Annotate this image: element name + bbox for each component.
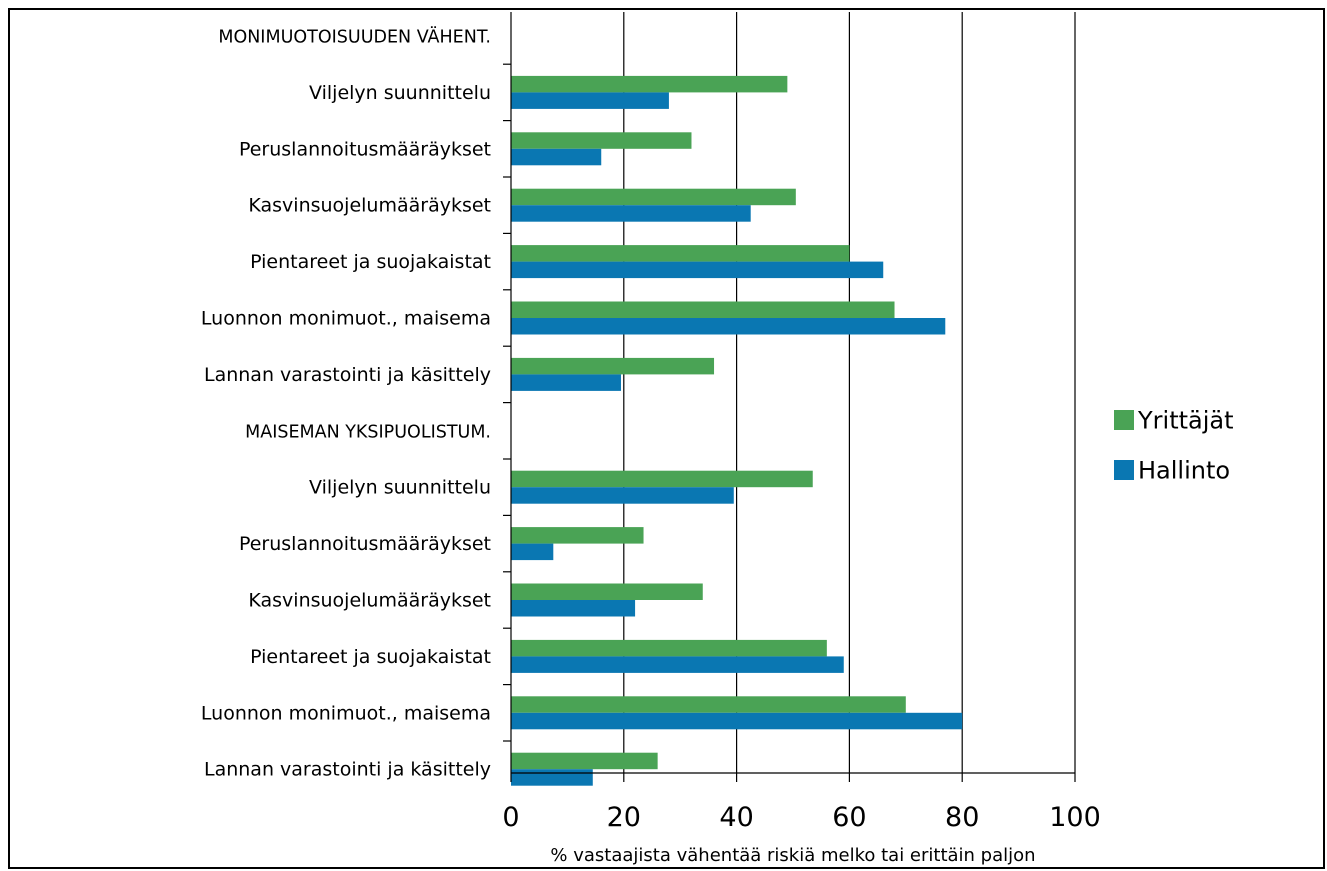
bar-yrittajat <box>511 301 895 318</box>
bar-yrittajat <box>511 132 692 149</box>
x-tick-label: 20 <box>607 802 641 833</box>
category-label: Peruslannoitusmääräykset <box>239 533 491 555</box>
legend-label: Yrittäjät <box>1137 407 1234 435</box>
bar-yrittajat <box>511 75 788 93</box>
category-label: Kasvinsuojelumääräykset <box>248 195 491 217</box>
category-label: Viljelyn suunnittelu <box>309 82 491 104</box>
x-tick-labels: 0 20 40 60 80 100 <box>502 802 1100 833</box>
category-label: Viljelyn suunnittelu <box>309 477 491 499</box>
category-label: Luonnon monimuot., maisema <box>201 308 491 330</box>
chart-frame: MONIMUOTOISUUDEN VÄHENT. Viljelyn suunnit… <box>8 8 1325 869</box>
x-tick-label: 80 <box>945 802 979 833</box>
bar-hallinto <box>511 487 734 504</box>
x-tick-label: 60 <box>832 802 866 833</box>
bar-chart: MONIMUOTOISUUDEN VÄHENT. Viljelyn suunnit… <box>201 12 1234 866</box>
bar-hallinto <box>511 148 602 166</box>
legend: Yrittäjät Hallinto <box>1114 407 1234 485</box>
x-axis-title: % vastaajista vähentää riskiä melko tai … <box>550 845 1035 866</box>
bar-hallinto <box>511 205 751 222</box>
x-tick-label: 40 <box>719 802 753 833</box>
category-label: Peruslannoitusmääräykset <box>239 138 491 160</box>
legend-swatch <box>1114 460 1134 480</box>
category-label: Lannan varastointi ja käsittely <box>204 364 491 386</box>
category-labels: MONIMUOTOISUUDEN VÄHENT. Viljelyn suunnit… <box>201 27 491 781</box>
bar-hallinto <box>511 374 621 391</box>
category-label: Luonnon monimuot., maisema <box>201 702 491 724</box>
category-label: Pientareet ja suojakaistat <box>250 646 491 668</box>
bar-hallinto <box>511 543 554 561</box>
bar-hallinto <box>511 656 844 673</box>
bar-hallinto <box>511 600 636 617</box>
bar-hallinto <box>511 769 593 786</box>
bar-yrittajat <box>511 583 703 600</box>
bar-yrittajat <box>511 696 906 713</box>
bar-yrittajat <box>511 527 644 544</box>
legend-label: Hallinto <box>1138 457 1230 485</box>
bar-hallinto <box>511 261 884 279</box>
bar-yrittajat <box>511 752 658 770</box>
bar-hallinto <box>511 712 963 730</box>
axes <box>503 12 1076 782</box>
legend-swatch <box>1114 410 1134 430</box>
group-header-label: MONIMUOTOISUUDEN VÄHENT. <box>218 27 491 48</box>
bar-hallinto <box>511 92 669 109</box>
bars <box>511 75 963 786</box>
bar-hallinto <box>511 318 946 335</box>
category-label: Lannan varastointi ja käsittely <box>204 759 491 781</box>
x-tick-label: 100 <box>1049 802 1101 833</box>
bar-yrittajat <box>511 639 827 657</box>
bar-yrittajat <box>511 470 813 488</box>
category-label: Pientareet ja suojakaistat <box>250 251 491 273</box>
x-tick-label: 0 <box>502 802 519 833</box>
bar-yrittajat <box>511 357 715 375</box>
bar-yrittajat <box>511 245 850 262</box>
bar-yrittajat <box>511 188 796 206</box>
group-header-label: MAISEMAN YKSIPUOLISTUM. <box>245 422 491 442</box>
category-label: Kasvinsuojelumääräykset <box>248 590 491 612</box>
